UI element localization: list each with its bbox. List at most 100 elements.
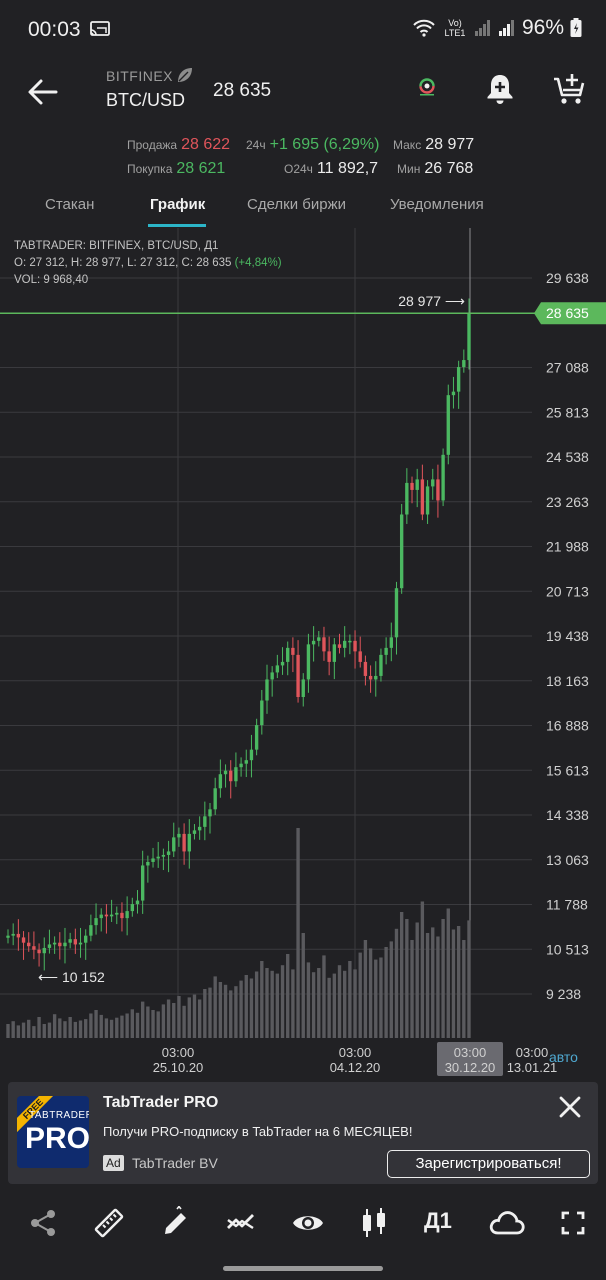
ruler-icon[interactable] (92, 1206, 126, 1240)
app-header: BITFINEX BTC/USD 28 635 (0, 60, 606, 130)
battery-percent: 96% (521, 16, 564, 39)
tab-notifications[interactable]: Уведомления (390, 196, 484, 213)
tab-order-book[interactable]: Стакан (45, 196, 95, 213)
tab-bar: Стакан График Сделки биржи Уведомления (0, 184, 606, 228)
volume-bar (394, 928, 399, 1038)
exchange-name: BITFINEX (106, 68, 174, 84)
candle-body (425, 486, 430, 515)
y-axis-label: 23 263 (546, 494, 589, 510)
y-axis-label: 16 888 (546, 718, 589, 734)
volume-bar (78, 1020, 83, 1038)
change-stat: 24ч +1 695 (6,29%) (246, 136, 379, 154)
candle-body (410, 482, 414, 490)
volume-bar (327, 977, 331, 1038)
candle-body (306, 644, 311, 680)
y-axis-label: 24 538 (546, 449, 589, 465)
volume-stat: O24ч 11 892,7 (284, 160, 378, 178)
volume-bar (94, 1010, 98, 1038)
volume-bar (135, 1012, 140, 1038)
candle-body (68, 939, 72, 943)
add-to-cart-button[interactable] (552, 72, 586, 106)
volume-bar (379, 957, 383, 1038)
chart-legend: TABTRADER: BITFINEX, BTC/USD, Д1 O: 27 3… (14, 238, 282, 289)
x-axis-time: 03:00 (516, 1045, 549, 1060)
x-axis-time: 03:00 (162, 1045, 195, 1060)
candle-body (456, 367, 461, 392)
volume-bar (130, 1009, 134, 1038)
candle-body (208, 809, 212, 817)
volume-bar (384, 947, 388, 1038)
close-icon[interactable] (557, 1094, 583, 1120)
candle-body (322, 637, 326, 652)
volume-bar (244, 975, 248, 1038)
y-axis-label: 21 988 (546, 539, 589, 555)
legend-ohlc-values: O: 27 312, H: 28 977, L: 27 312, C: 28 6… (14, 257, 232, 269)
volume-bar (425, 933, 430, 1038)
volume-bar (405, 919, 409, 1038)
volume-bar (172, 1003, 176, 1038)
volume-bar (275, 973, 280, 1038)
candle-body (379, 654, 383, 676)
legend-volume: VOL: 9 968,40 (14, 274, 89, 286)
volume-value: 11 892,7 (316, 160, 379, 177)
tab-trades[interactable]: Сделки биржи (247, 196, 347, 213)
ad-signup-button[interactable]: Зарегистрироваться! (387, 1150, 590, 1178)
indicators-icon[interactable] (225, 1206, 259, 1240)
candle-body (172, 837, 176, 852)
candle-body (394, 588, 399, 638)
volume-bar (353, 969, 357, 1038)
y-axis-label: 10 513 (546, 941, 589, 957)
y-axis-label: 19 438 (546, 628, 589, 644)
candle-body (135, 900, 140, 905)
timeframe-button[interactable]: Д1 (424, 1208, 452, 1233)
volume-bar (73, 1021, 78, 1038)
candle-body (21, 937, 26, 943)
volume-bar (415, 922, 419, 1038)
max-stat: Макс 28 977 (393, 136, 474, 154)
eye-icon[interactable] (291, 1206, 325, 1240)
chart-toolbar: Д1 (0, 1192, 606, 1256)
volume-bar (140, 1001, 145, 1038)
candle-body (218, 774, 223, 789)
add-alert-button[interactable] (484, 72, 516, 106)
volume-bar (456, 926, 461, 1038)
volume-bar (177, 996, 181, 1038)
candle-body (301, 679, 305, 698)
candle-body (94, 918, 98, 926)
candle-body (32, 946, 36, 950)
ad-banner[interactable]: FREE TABTRADER PRO TabTrader PRO Получи … (8, 1082, 598, 1184)
volume-bar (332, 973, 337, 1038)
volume-bar (399, 912, 404, 1038)
pair-name[interactable]: BTC/USD (106, 90, 186, 110)
volume-bar (203, 989, 207, 1038)
legend-ohlc: O: 27 312, H: 28 977, L: 27 312, C: 28 6… (14, 255, 282, 272)
candle-body (374, 675, 378, 680)
volume-bar (265, 968, 269, 1038)
buy-stat: Покупка 28 621 (127, 160, 225, 178)
candle-body (244, 760, 248, 764)
candles-icon[interactable] (357, 1206, 391, 1240)
candlestick-chart[interactable]: 29 638 27 088 25 813 24 538 23 263 21 988 20 7… (0, 228, 606, 1080)
fullscreen-icon[interactable] (556, 1206, 590, 1240)
volume-bar (146, 1006, 150, 1038)
candle-body (368, 675, 373, 680)
candle-body (415, 479, 419, 490)
volume-bar (27, 1019, 31, 1038)
tab-chart[interactable]: График (150, 196, 206, 213)
cloud-icon[interactable] (488, 1206, 526, 1240)
home-indicator[interactable] (223, 1266, 383, 1271)
draw-pencil-icon[interactable] (159, 1206, 193, 1240)
candle-body (11, 933, 15, 936)
buy-label: Покупка (127, 162, 173, 176)
candle-body (420, 479, 425, 515)
price-chart[interactable]: 29 638 27 088 25 813 24 538 23 263 21 988 20 7… (0, 228, 606, 1080)
back-button[interactable] (22, 72, 62, 112)
volume-bar (125, 1013, 129, 1038)
volume-bar (37, 1017, 41, 1038)
share-icon[interactable] (26, 1206, 60, 1240)
y-axis-label: 11 788 (546, 897, 588, 913)
candle-body (156, 856, 160, 859)
candle-body (332, 644, 337, 662)
x-axis-date: 25.10.20 (153, 1060, 204, 1075)
volume-bar (467, 920, 471, 1038)
